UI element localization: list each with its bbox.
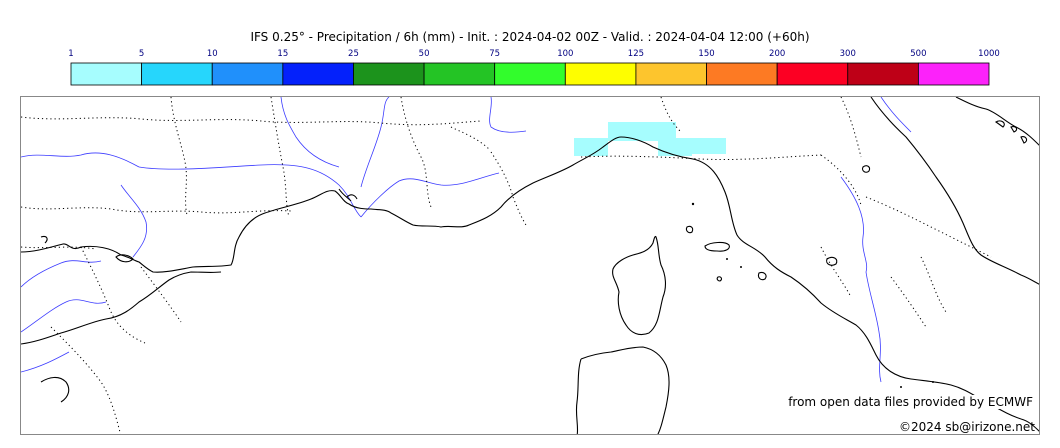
border: [270, 97, 290, 218]
island-dot: [900, 386, 902, 388]
colorbar-tick-label: 200: [769, 49, 785, 59]
trasimeno-lake: [862, 165, 871, 173]
precipitation-area: [574, 138, 608, 156]
river: [120, 184, 148, 258]
colorbar-swatch: [211, 62, 284, 86]
corsica: [612, 235, 666, 336]
copyright-notice: ©2024 sb@irizone.net: [899, 420, 1035, 434]
border: [21, 116, 482, 126]
colorbar-tick-label: 125: [628, 49, 644, 59]
colorbar-tick-label: 100: [557, 49, 573, 59]
river: [880, 97, 912, 133]
precipitation-area: [608, 135, 676, 141]
precipitation-map: [21, 97, 1039, 434]
colorbar-swatch: [847, 62, 919, 86]
colorbar-tick-label: 15: [277, 49, 288, 59]
island-montecristo: [716, 276, 723, 282]
colorbar-tick-label: 1000: [978, 49, 1000, 59]
border: [820, 154, 862, 206]
island-dot: [691, 202, 695, 206]
colorbar-swatch: [494, 62, 566, 86]
colorbar-tick-label: 75: [489, 49, 500, 59]
precipitation-area-layer: [574, 122, 726, 156]
river: [865, 271, 882, 383]
colorbar-swatch: [423, 62, 496, 86]
border: [890, 276, 927, 328]
colorbar-swatch: [141, 62, 213, 86]
border: [170, 97, 188, 216]
coastline: [21, 97, 1039, 434]
border: [80, 246, 146, 344]
colorbar-tick-label: 1: [68, 49, 73, 59]
border: [490, 151, 527, 226]
elba-island: [704, 241, 730, 252]
colorbar-tick-label: 5: [139, 49, 144, 59]
river: [21, 299, 107, 333]
border: [50, 326, 121, 434]
sardinia: [580, 346, 670, 434]
sardinia-west: [575, 358, 582, 434]
colorbar-tick-label: 500: [910, 49, 926, 59]
river: [489, 97, 527, 133]
colorbar-swatch: [353, 62, 425, 86]
map-frame: [20, 96, 1040, 435]
colorbar-swatch: [635, 62, 707, 86]
border: [820, 246, 852, 298]
bolsena-lake: [826, 256, 838, 266]
river: [21, 351, 70, 373]
island-dot: [932, 381, 934, 383]
border: [140, 266, 182, 323]
colorbar-tick-label: 150: [698, 49, 714, 59]
garonne-estuary: [40, 235, 48, 244]
border: [580, 154, 822, 161]
precipitation-colorbar: 1 5 10 15 25 50 75 100 125 150 200 300 500 1000: [68, 49, 1000, 86]
border: [660, 97, 682, 133]
border: [920, 256, 947, 313]
colorbar-swatch: [564, 62, 637, 86]
coastline-iberia-south: [40, 376, 70, 403]
colorbar-tick-label: 25: [348, 49, 359, 59]
dalmatian-islands: [994, 120, 1028, 144]
coastline-mainland: [1020, 418, 1039, 432]
border: [21, 246, 97, 250]
river: [138, 164, 362, 218]
border: [840, 97, 862, 158]
small-islands: [691, 202, 934, 388]
border: [865, 196, 992, 258]
precipitation-area: [608, 122, 676, 138]
river-lines: [21, 97, 912, 383]
precipitation-area: [692, 138, 726, 154]
coastline-balkan: [955, 97, 1039, 146]
colorbar-swatch: [282, 62, 354, 86]
river: [280, 97, 340, 168]
gulf-lion-lagoon: [115, 254, 134, 263]
map-title: IFS 0.25° - Precipitation / 6h (mm) - In…: [250, 30, 810, 44]
rhone-delta-detail: [338, 188, 358, 202]
river: [21, 152, 140, 168]
data-attribution: from open data files provided by ECMWF: [786, 395, 1035, 409]
river: [360, 172, 500, 218]
island-dot: [740, 266, 742, 268]
colorbar-tick-label: 50: [419, 49, 430, 59]
border: [400, 97, 432, 208]
river: [360, 97, 390, 188]
colorbar-tick-label: 10: [207, 49, 218, 59]
precipitation-area: [658, 138, 692, 156]
island-giglio: [757, 271, 767, 281]
river: [21, 260, 102, 288]
border: [21, 206, 292, 214]
coastline-mainland: [21, 136, 1022, 420]
island-dot: [726, 258, 728, 260]
colorbar-swatch: [70, 62, 143, 86]
colorbar-swatch: [776, 62, 849, 86]
border-lines: [21, 97, 992, 434]
colorbar-tick-label: 300: [840, 49, 856, 59]
border: [450, 126, 490, 150]
river: [840, 176, 868, 273]
colorbar-swatch: [706, 62, 778, 86]
coastline-adriatic: [870, 97, 1039, 285]
coastline-iberia: [21, 271, 222, 345]
island-capraia: [685, 225, 694, 234]
colorbar-swatch: [917, 62, 990, 86]
